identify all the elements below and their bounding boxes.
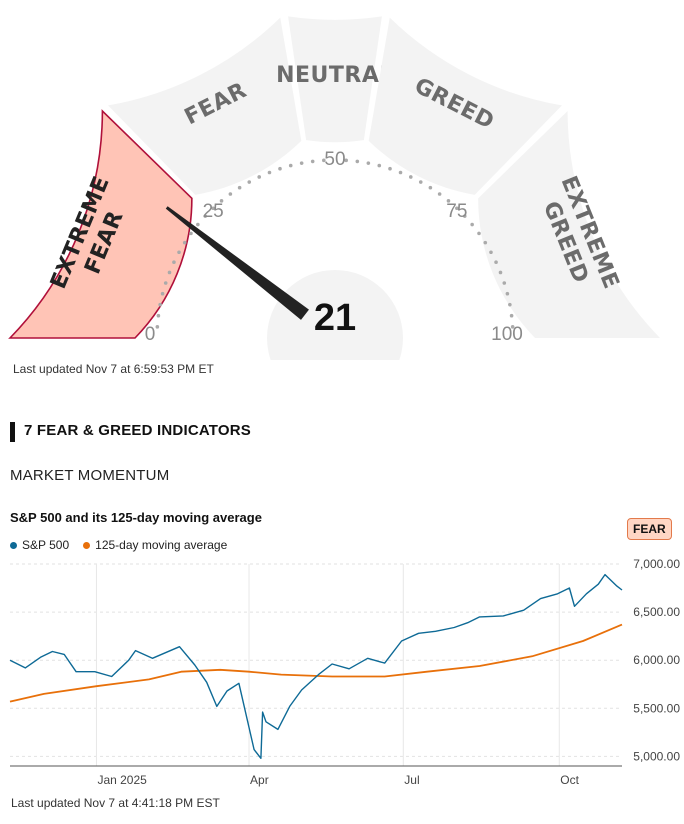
gauge-needle	[165, 206, 309, 320]
segment-fear-arc	[108, 17, 302, 195]
indicators-title: 7 FEAR & GREED INDICATORS	[10, 422, 251, 442]
gauge-tick-dot	[189, 231, 193, 236]
gauge-tick-dot	[177, 250, 181, 255]
gauge-tick-dot	[322, 158, 326, 163]
legend-label-moving-average: 125-day moving average	[95, 538, 228, 552]
gauge-tick-dot	[418, 180, 423, 184]
gauge-tick-dot	[237, 185, 242, 190]
gauge-tick-dot	[489, 250, 493, 255]
chart-title: S&P 500 and its 125-day moving average	[10, 510, 262, 525]
gauge-tick-dot	[388, 166, 392, 171]
gauge-tick-dot	[182, 240, 187, 245]
rating-badge: FEAR	[627, 518, 672, 540]
y-tick-label: 5,500.00	[633, 701, 680, 715]
legend-item-moving-average[interactable]: 125-day moving average	[83, 538, 227, 552]
gauge-tick-dot	[172, 260, 176, 265]
segment-greed: GREED	[368, 17, 562, 195]
gauge-tick-dot	[228, 192, 233, 196]
legend-dot-sp500	[10, 541, 17, 549]
gauge-tick-dot	[470, 222, 474, 227]
gauge-last-updated: Last updated Nov 7 at 6:59:53 PM ET	[13, 362, 214, 376]
gauge-tick-dot	[196, 222, 200, 227]
legend-label-sp500: S&P 500	[22, 538, 70, 552]
y-tick-label: 6,000.00	[633, 653, 680, 667]
gauge-tick-dot	[498, 270, 503, 275]
gauge-tick-label: 75	[446, 201, 467, 222]
legend-item-sp500[interactable]: S&P 500	[10, 538, 69, 552]
gauge-hub	[267, 270, 403, 360]
gauge-tick-dot	[299, 161, 304, 165]
market-momentum-heading: MARKET MOMENTUM	[10, 467, 170, 484]
segment-neutral: NEUTRAL	[276, 16, 394, 143]
x-tick-label: Jul	[404, 773, 419, 787]
gauge-tick-dot	[203, 214, 208, 218]
sp500-line	[9, 573, 623, 760]
gauge-tick-label: 100	[491, 324, 523, 345]
x-tick-label: Oct	[560, 773, 579, 787]
gauge-tick-dot	[437, 192, 442, 196]
gauge-tick-dot	[156, 313, 161, 318]
gauge-tick-dot	[257, 175, 262, 179]
market-momentum-chart: 5,000.00 5,500.00 6,000.00 6,500.00 7,000.00…	[9, 557, 680, 787]
segment-neutral-label: NEUTRAL	[276, 63, 394, 88]
legend-dot-moving-average	[83, 541, 91, 549]
chart-legend: S&P 500 125-day moving average	[10, 538, 227, 552]
x-tick-label: Jan 2025	[97, 773, 147, 787]
gauge-tick-dot	[155, 325, 160, 329]
gauge-tick-dot	[219, 199, 224, 203]
gauge-tick-dot	[446, 199, 451, 203]
gauge-tick-dot	[211, 206, 215, 211]
x-tick-label: Apr	[250, 773, 269, 787]
gauge-tick-dot	[398, 170, 403, 175]
gauge-tick-dot	[267, 170, 272, 175]
segment-extreme-fear-arc	[8, 109, 193, 339]
gauge-tick-label: 25	[203, 201, 224, 222]
gauge-tick-dot	[288, 163, 293, 168]
segment-greed-arc	[368, 17, 562, 195]
gauge-tick-dot	[505, 291, 510, 296]
gauge-tick-dot	[494, 260, 498, 265]
segment-extreme-greed-arc	[478, 111, 660, 338]
y-tick-label: 7,000.00	[633, 557, 680, 571]
y-tick-label: 5,000.00	[633, 749, 680, 763]
gauge-tick-dot	[278, 166, 282, 171]
gauge-tick-dot	[462, 214, 467, 218]
gauge-tick-dot	[355, 159, 360, 164]
gauge-tick-dot	[160, 291, 165, 296]
gauge-tick-dot	[508, 302, 512, 307]
gauge-tick-label: 50	[324, 149, 345, 170]
chart-last-updated: Last updated Nov 7 at 4:41:18 PM EST	[11, 796, 220, 810]
gauge-tick-dot	[509, 313, 514, 318]
gauge-tick-dot	[310, 159, 315, 164]
gauge-tick-dot	[366, 161, 371, 165]
gauge-tick-dot	[344, 158, 348, 163]
gauge-tick-label: 0	[145, 324, 156, 345]
gauge-score: 21	[314, 297, 356, 339]
y-tick-label: 6,500.00	[633, 605, 680, 619]
gauge-tick-dot	[510, 325, 515, 329]
gauge-tick-dot	[158, 302, 162, 307]
segment-fear: FEAR	[108, 17, 302, 195]
gauge-tick-dot	[408, 175, 413, 179]
gauge-tick-dot	[483, 240, 488, 245]
gauge-tick-dot	[502, 281, 507, 285]
gauge-tick-dot	[428, 185, 433, 190]
gauge-tick-dot	[247, 180, 252, 184]
moving-average-line	[9, 623, 623, 703]
gauge-tick-dot	[477, 231, 481, 236]
segment-neutral-arc	[288, 16, 382, 143]
segment-extreme-fear: EXTREMEFEAR	[8, 109, 193, 339]
gauge-tick-dot	[163, 281, 168, 285]
gauge-tick-dot	[377, 163, 382, 168]
gauge-tick-dot	[167, 270, 172, 275]
gauge-tick-dot	[455, 206, 459, 211]
